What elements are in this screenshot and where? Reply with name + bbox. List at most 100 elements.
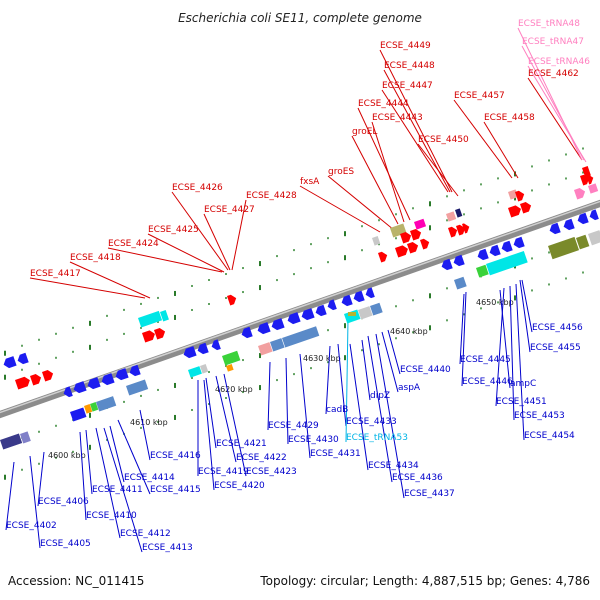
leader-line xyxy=(521,279,533,333)
kbp-label: 4640 kbp xyxy=(390,327,428,336)
gene-label: ECSE_4453 xyxy=(514,411,565,421)
gene-arrow xyxy=(489,244,501,257)
leader-line xyxy=(351,135,399,225)
kbp-label: 4600 kbp xyxy=(48,451,86,460)
leader-line xyxy=(29,277,146,299)
gene-box xyxy=(83,404,93,414)
gene-arrow xyxy=(3,356,17,369)
gene-label: aspA xyxy=(398,383,421,393)
leader-line xyxy=(387,329,401,375)
accession-text: Accession: NC_011415 xyxy=(8,574,144,588)
gene-label: ECSE_4444 xyxy=(358,99,409,109)
leader-line xyxy=(29,455,41,549)
gene-arrow xyxy=(17,352,29,365)
gene-label: ECSE_4405 xyxy=(40,539,91,549)
leader-line xyxy=(85,429,93,495)
gene-label: ECSE_4414 xyxy=(124,473,175,483)
gene-label: ECSE_4427 xyxy=(204,205,255,215)
gene-box xyxy=(222,350,241,366)
leader-line xyxy=(95,427,121,539)
summary-text: Topology: circular; Length: 4,887,515 bp… xyxy=(259,574,590,588)
gene-box xyxy=(348,312,356,316)
gene-label: ECSE_4437 xyxy=(404,489,455,499)
gene-arrow xyxy=(453,254,465,267)
gene-box xyxy=(19,431,31,444)
leader-line xyxy=(381,89,449,193)
gene-label: ECSE_4428 xyxy=(246,191,297,201)
gene-label: groEL xyxy=(352,127,377,137)
tick-marks xyxy=(4,147,584,480)
kbp-scale: 4600 kbp 4610 kbp 4620 kbp 4630 kbp 4640 kbp… xyxy=(48,298,514,460)
gene-label: ECSE_4445 xyxy=(460,355,511,365)
gene-arrow xyxy=(341,294,353,307)
leader-line xyxy=(203,379,215,491)
leader-line xyxy=(215,375,237,463)
gene-label: ECSE_4446 xyxy=(462,377,513,387)
gene-label: ECSE_4449 xyxy=(380,41,431,51)
gene-box xyxy=(475,264,489,278)
leader-line xyxy=(139,409,151,461)
gene-label: ECSE_4430 xyxy=(288,435,339,445)
gene-arrow xyxy=(563,218,575,231)
leader-line xyxy=(345,319,349,443)
gene-label: ECSE_4462 xyxy=(528,69,579,79)
gene-label: ECSE_4440 xyxy=(400,365,451,375)
gene-arrow xyxy=(287,312,301,325)
gene-arrow xyxy=(73,381,87,394)
gene-label: ECSE_4457 xyxy=(454,91,505,101)
leader-line xyxy=(299,353,311,459)
gene-label: ECSE_4434 xyxy=(368,461,419,471)
gene-arrow xyxy=(508,205,521,218)
leader-line xyxy=(417,143,459,197)
leader-line xyxy=(483,121,519,179)
gene-label: ECSE_4429 xyxy=(268,421,319,431)
gene-box xyxy=(372,236,381,246)
leader-line xyxy=(103,427,143,553)
leader-line xyxy=(109,425,125,483)
gene-box xyxy=(576,234,590,250)
gene-label: groES xyxy=(328,167,354,177)
gene-arrow xyxy=(574,188,586,200)
gene-box xyxy=(138,310,163,328)
kbp-label: 4610 kbp xyxy=(130,418,168,427)
gene-box xyxy=(357,306,373,320)
gene-box xyxy=(370,302,383,316)
gene-arrow xyxy=(87,377,101,390)
leader-line xyxy=(69,261,151,299)
gene-label: ECSE_4420 xyxy=(214,481,265,491)
gene-arrow xyxy=(589,209,599,221)
gene-label: ECSE_4433 xyxy=(346,417,397,427)
gene-arrow xyxy=(154,328,166,340)
gene-box xyxy=(485,250,528,276)
gene-arrow xyxy=(520,202,532,214)
gene-arrow xyxy=(211,339,221,351)
gene-box xyxy=(454,208,463,218)
gene-arrow xyxy=(577,212,589,225)
gene-box xyxy=(96,396,117,412)
gene-label: ECSE_4448 xyxy=(384,61,435,71)
gene-label: ECSE_4418 xyxy=(70,253,121,263)
gene-arrow xyxy=(30,374,42,386)
gene-box xyxy=(282,326,320,348)
gene-box xyxy=(269,338,285,352)
gene-box xyxy=(0,433,23,450)
gene-box xyxy=(588,230,600,246)
leader-line xyxy=(117,419,151,495)
gene-box xyxy=(226,364,234,372)
gene-box xyxy=(414,218,427,230)
leader-line xyxy=(325,345,331,415)
gene-arrow xyxy=(549,222,561,235)
gene-label: ECSE_4419 xyxy=(198,467,249,477)
gene-arrow xyxy=(241,326,253,339)
leader-line xyxy=(231,199,247,271)
leader-line xyxy=(461,291,467,387)
gene-label: ECSE_4416 xyxy=(150,451,201,461)
gene-label: ECSE_tRNA48 xyxy=(518,19,580,29)
gene-box xyxy=(125,379,149,396)
kbp-label: 4630 kbp xyxy=(303,354,341,363)
gene-arrow xyxy=(395,245,408,258)
gene-arrow xyxy=(353,290,365,303)
leader-line xyxy=(381,331,399,393)
gene-arrow xyxy=(400,232,412,244)
gene-label: ECSE_4422 xyxy=(236,453,287,463)
